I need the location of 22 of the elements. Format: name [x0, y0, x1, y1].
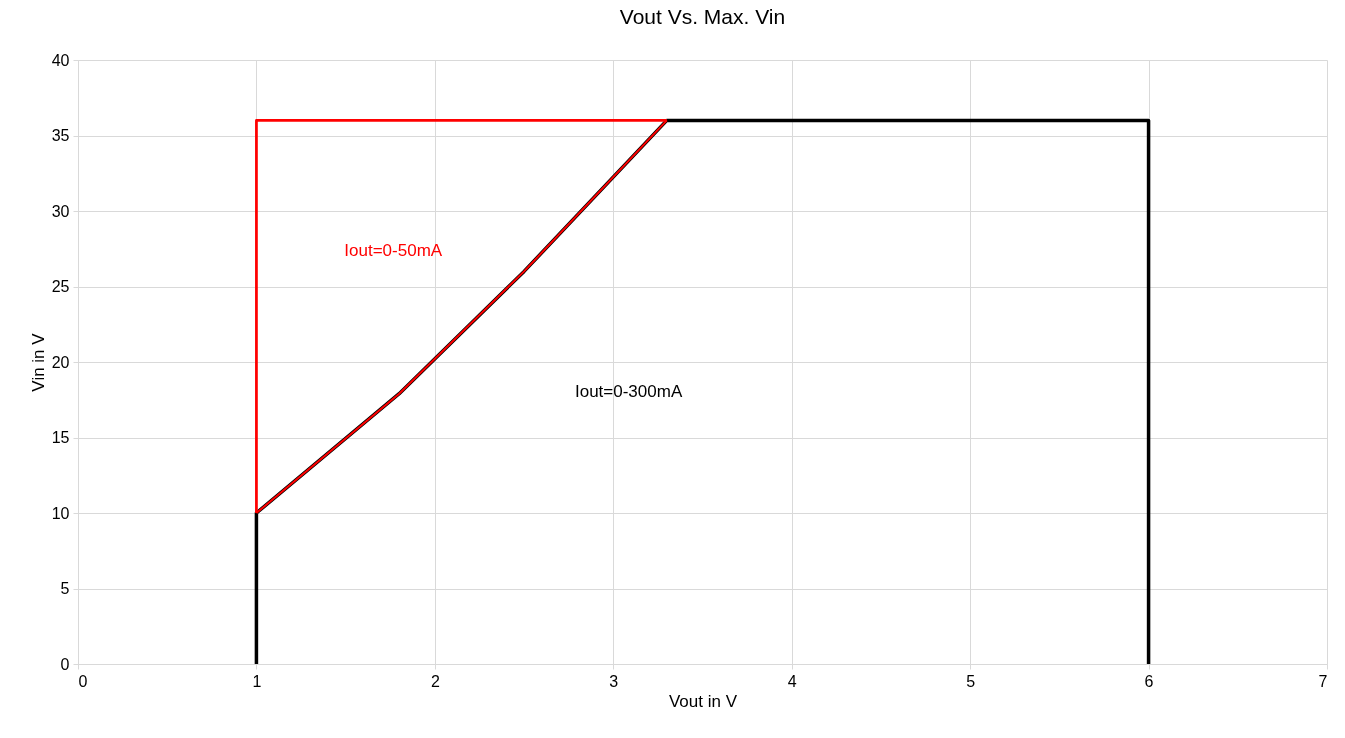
chart-title: Vout Vs. Max. Vin [619, 5, 786, 28]
y-tick-label: 35 [51, 127, 70, 144]
y-tick-label: 40 [51, 51, 70, 69]
y-tick-label: 25 [51, 278, 70, 295]
y-axis-title: Vin in V [28, 332, 48, 392]
y-tick-label: 5 [60, 580, 70, 597]
y-tick-label: 20 [51, 353, 70, 371]
x-tick-label: 0 [78, 672, 88, 690]
x-tick-label: 3 [609, 672, 619, 690]
text: Iout=0-50mA [344, 241, 443, 261]
x-tick-label: 1 [252, 672, 262, 690]
text: Iout=0-300mA [574, 382, 683, 402]
x-tick-label: 7 [1318, 672, 1328, 690]
y-tick-label: 30 [51, 202, 70, 220]
x-tick-label: 2 [430, 672, 440, 690]
x-axis-title: Vout in V [668, 691, 738, 711]
x-tick-label: 6 [1144, 672, 1154, 690]
x-tick-label: 4 [787, 672, 797, 690]
y-tick-label: 0 [60, 655, 70, 673]
x-tick-label: 5 [966, 672, 976, 690]
y-tick-label: 10 [51, 504, 70, 522]
y-tick-label: 15 [51, 429, 70, 446]
